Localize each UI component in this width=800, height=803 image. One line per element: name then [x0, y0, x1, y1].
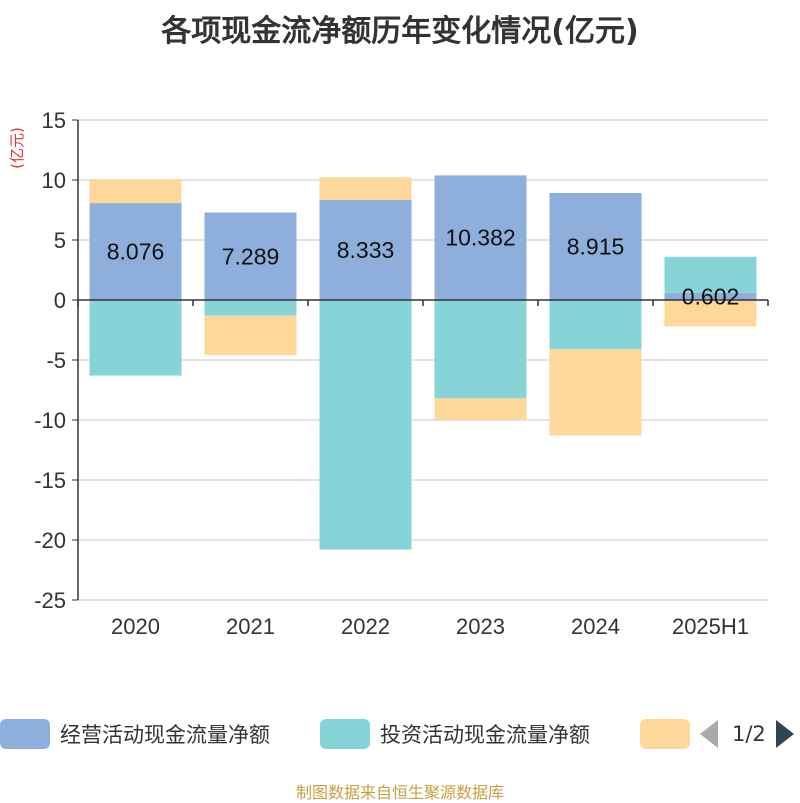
source-note: 制图数据来自恒生聚源数据库	[295, 783, 504, 802]
axes: 15 10 5 0 -5 -10 -15 -20 -25 (亿元) 2020 2021 2022 2023…	[8, 108, 769, 639]
legend-swatch-operating	[0, 719, 50, 749]
y-tick-label: -20	[34, 528, 66, 553]
y-tick-label: 0	[54, 288, 66, 313]
legend-swatch-financing	[640, 719, 690, 749]
bar-investing-2023	[434, 300, 527, 399]
y-tick-label: -15	[34, 468, 66, 493]
data-label-operating: 0.602	[682, 283, 740, 309]
pager-prev-icon[interactable]	[700, 720, 718, 748]
bar-investing-2021	[204, 300, 297, 316]
data-labels: 8.076 7.289 8.333 10.382 8.915 0.602	[107, 225, 740, 310]
legend: 经营活动现金流量净额 投资活动现金流量净额 1/2	[0, 716, 800, 756]
bar-investing-2020	[89, 300, 182, 376]
chart-area: 15 10 5 0 -5 -10 -15 -20 -25 (亿元) 2020 2021 2022 2023…	[8, 108, 769, 639]
legend-item-operating[interactable]: 经营活动现金流量净额	[0, 716, 270, 752]
bar-operating-2025H1	[664, 292, 757, 300]
data-label-operating: 8.915	[567, 234, 625, 260]
bar-operating-2022	[319, 200, 412, 300]
pager-next-icon[interactable]	[775, 720, 794, 748]
bar-investing-2024	[549, 300, 642, 350]
pager-page-text: 1/2	[732, 722, 766, 746]
y-tick-label: -10	[34, 408, 66, 433]
legend-swatch-investing	[320, 719, 370, 749]
x-tick-label: 2020	[111, 614, 160, 639]
legend-label-operating: 经营活动现金流量净额	[60, 723, 270, 747]
data-label-operating: 8.076	[107, 239, 165, 265]
bar-operating-2023	[434, 175, 527, 300]
bar-operating-2021	[204, 212, 297, 300]
x-tick-label: 2022	[341, 614, 390, 639]
bar-financing-2020	[89, 179, 182, 204]
legend-label-investing: 投资活动现金流量净额	[380, 723, 590, 747]
bar-financing-2022	[319, 177, 412, 201]
data-label-operating: 7.289	[222, 243, 280, 269]
bar-operating-2020	[89, 203, 182, 300]
legend-item-investing[interactable]: 投资活动现金流量净额	[320, 716, 590, 752]
bar-investing-2025H1	[664, 256, 757, 293]
bar-financing-2023	[434, 398, 527, 420]
bar-financing-2025H1	[664, 300, 757, 327]
bars	[89, 175, 757, 550]
bar-financing-2024	[549, 349, 642, 436]
legend-item-financing[interactable]	[640, 716, 690, 752]
data-label-operating: 10.382	[445, 225, 515, 251]
y-axis-unit-label: (亿元)	[8, 127, 26, 169]
bar-operating-2024	[549, 193, 642, 300]
data-label-operating: 8.333	[337, 237, 395, 263]
y-tick-label: 10	[42, 168, 66, 193]
chart-title: 各项现金流净额历年变化情况(亿元)	[161, 14, 639, 49]
y-tick-label: 15	[42, 108, 66, 133]
y-tick-label: -5	[46, 348, 66, 373]
bar-investing-2022	[319, 300, 412, 550]
grid-lines	[78, 119, 768, 601]
legend-pager: 1/2	[700, 716, 794, 752]
y-tick-label: 5	[54, 228, 66, 253]
bar-financing-2021	[204, 315, 297, 356]
x-tick-label: 2024	[571, 614, 620, 639]
x-tick-label: 2025H1	[672, 614, 749, 639]
y-tick-label: -25	[34, 588, 66, 613]
x-tick-label: 2023	[456, 614, 505, 639]
x-tick-label: 2021	[226, 614, 275, 639]
